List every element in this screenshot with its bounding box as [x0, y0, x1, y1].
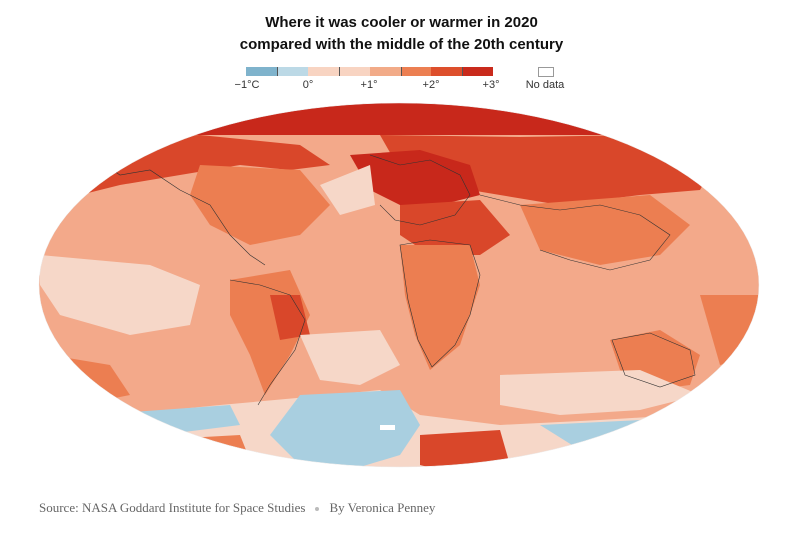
legend-tick [401, 67, 402, 76]
north-america-central [190, 165, 330, 245]
legend-tick-label: +3° [482, 79, 500, 91]
amazon-hot [270, 295, 310, 340]
no-data-label: No data [525, 79, 565, 91]
legend-tick-label: +2° [422, 79, 440, 91]
middle-east [400, 200, 510, 255]
legend-swatch-6 [431, 67, 462, 76]
globe-outline [38, 102, 760, 468]
legend-swatch-1 [246, 67, 277, 76]
no-data-patch [130, 435, 170, 443]
source-text: Source: NASA Goddard Institute for Space… [39, 500, 306, 515]
indian-ocean-neutral [500, 370, 700, 415]
separator-dot [315, 507, 320, 512]
arctic-band [39, 103, 759, 135]
no-data-patch [380, 425, 395, 430]
legend-swatch-5 [401, 67, 431, 76]
title-line-2: compared with the middle of the 20th cen… [239, 36, 564, 53]
map-fill-layer [39, 103, 759, 467]
legend-swatch-7 [462, 67, 493, 76]
byline-text: By Veronica Penney [329, 500, 436, 515]
legend-tick [277, 67, 278, 76]
south-atlantic-neutral [300, 330, 400, 385]
antarctic-cool-atlantic [270, 390, 420, 467]
north-atlantic-neutral [320, 165, 375, 215]
credits: Source: NASA Goddard Institute for Space… [39, 500, 435, 516]
title-line-1: Where it was cooler or warmer in 2020 [265, 14, 538, 31]
legend-tick-label: −1°C [234, 79, 260, 91]
europe-hot [350, 150, 480, 205]
color-legend: −1°C 0° +1° +2° +3° No data [0, 0, 803, 100]
legend-tick [462, 67, 463, 76]
map-title: Where it was cooler or warmer in 2020 co… [0, 12, 803, 56]
pacific-neutral [40, 255, 200, 335]
legend-tick-label: +1° [360, 79, 378, 91]
weddell-warm [420, 430, 510, 467]
legend-tick-label: 0° [302, 79, 314, 91]
legend-swatch-2 [277, 67, 308, 76]
legend-swatch-4 [370, 67, 401, 76]
africa [400, 245, 480, 370]
asia-central [520, 195, 690, 265]
ross-warm [150, 435, 250, 465]
legend-tick [339, 67, 340, 76]
world-temperature-map [38, 102, 760, 468]
no-data-swatch [538, 67, 554, 77]
